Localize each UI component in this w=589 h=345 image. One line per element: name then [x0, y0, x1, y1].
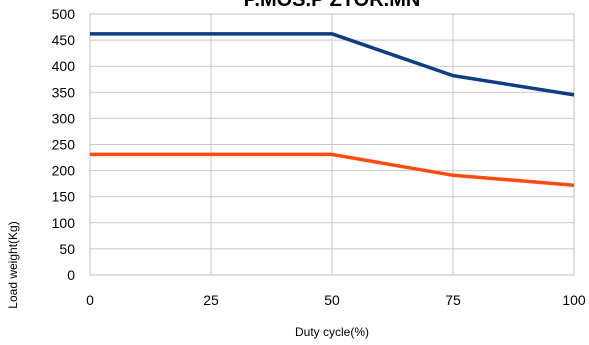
- y-axis-title: Load weight(Kg): [6, 221, 20, 308]
- y-tick-label: 350: [52, 84, 76, 100]
- y-tick-label: 200: [52, 163, 76, 179]
- y-tick-label: 50: [59, 241, 75, 257]
- y-tick-label: 150: [52, 189, 76, 205]
- y-tick-label: 0: [67, 267, 75, 283]
- x-tick-label: 100: [562, 292, 586, 308]
- y-tick-label: 300: [52, 110, 76, 126]
- x-tick-label: 75: [445, 292, 461, 308]
- x-tick-label: 50: [324, 292, 340, 308]
- x-tick-label: 0: [86, 292, 94, 308]
- y-tick-label: 500: [52, 6, 76, 22]
- chart-title: P.MOS.P ZTOR.MN: [244, 0, 421, 11]
- x-axis-ticks: 0 25 50 75 100: [86, 292, 586, 308]
- x-axis-title: Duty cycle(%): [295, 325, 369, 339]
- y-tick-label: 250: [52, 137, 76, 153]
- y-tick-label: 450: [52, 32, 76, 48]
- y-tick-label: 100: [52, 215, 76, 231]
- series-group: [89, 32, 575, 187]
- grid: [89, 13, 575, 276]
- plot-frame: [89, 13, 575, 276]
- x-tick-label: 25: [203, 292, 219, 308]
- y-tick-label: 400: [52, 58, 76, 74]
- y-axis-ticks: 0 50 100 150 200 250 300 350 400 450 500: [52, 6, 76, 283]
